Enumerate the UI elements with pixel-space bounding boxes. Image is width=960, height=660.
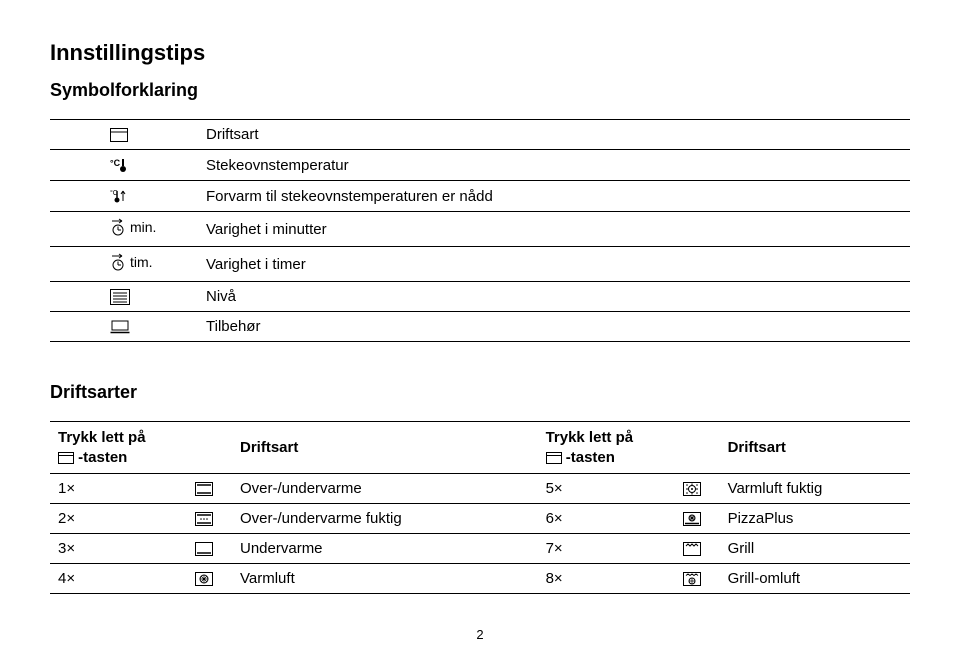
- header-press-suffix: -tasten: [78, 449, 127, 466]
- mode-label: Varmluft: [232, 564, 538, 594]
- modes-heading: Driftsarter: [50, 382, 910, 403]
- mode-box-icon: [58, 452, 74, 464]
- symbols-heading: Symbolforklaring: [50, 80, 910, 101]
- table-row: 2× Over-/undervarme fuktig 6× PizzaPlus: [50, 504, 910, 534]
- level-icon: [110, 289, 130, 305]
- press-count: 6×: [538, 504, 664, 534]
- preheat-icon: °C: [110, 187, 132, 205]
- fan-icon: [195, 572, 213, 586]
- press-count: 3×: [50, 534, 176, 564]
- header-press-suffix: -tasten: [566, 449, 615, 466]
- thermometer-icon: °C: [110, 156, 128, 174]
- pizza-icon: [683, 512, 701, 526]
- table-row: min. Varighet i minutter: [50, 212, 910, 247]
- symbol-label: Nivå: [198, 282, 910, 312]
- grill-icon: [683, 542, 701, 556]
- symbol-label: Forvarm til stekeovnstemperaturen er nåd…: [198, 181, 910, 212]
- mode-box-icon: [546, 452, 562, 464]
- mode-box-icon: [110, 128, 128, 142]
- mode-label: Undervarme: [232, 534, 538, 564]
- table-row: °C Forvarm til stekeovnstemperaturen er …: [50, 181, 910, 212]
- svg-text:°C: °C: [110, 158, 121, 168]
- mode-label: Over-/undervarme fuktig: [232, 504, 538, 534]
- header-press-line1: Trykk lett på: [546, 428, 656, 448]
- table-row: Tilbehør: [50, 312, 910, 342]
- press-count: 1×: [50, 474, 176, 504]
- table-row: Nivå: [50, 282, 910, 312]
- mode-label: Grill-omluft: [720, 564, 910, 594]
- topbottom-heat-icon: [195, 482, 213, 496]
- accessory-icon: [110, 320, 130, 334]
- modes-table: Trykk lett på -tasten Driftsart Trykk le…: [50, 421, 910, 594]
- symbol-prefix: tim.: [130, 254, 153, 270]
- clock-arrow-icon: [110, 253, 126, 271]
- table-row: °C Stekeovnstemperatur: [50, 150, 910, 181]
- press-count: 7×: [538, 534, 664, 564]
- bottom-heat-icon: [195, 542, 213, 556]
- mode-label: Over-/undervarme: [232, 474, 538, 504]
- header-press-line1: Trykk lett på: [58, 428, 168, 448]
- topbottom-humid-icon: [195, 512, 213, 526]
- clock-arrow-icon: [110, 218, 126, 236]
- header-mode: Driftsart: [720, 422, 910, 474]
- symbol-label: Varighet i minutter: [198, 212, 910, 247]
- mode-label: Varmluft fuktig: [720, 474, 910, 504]
- symbol-table: Driftsart °C Stekeovnstemperatur °C Forv…: [50, 119, 910, 342]
- press-count: 5×: [538, 474, 664, 504]
- symbol-label: Tilbehør: [198, 312, 910, 342]
- table-header-row: Trykk lett på -tasten Driftsart Trykk le…: [50, 422, 910, 474]
- fan-humid-icon: [683, 482, 701, 496]
- header-mode: Driftsart: [232, 422, 538, 474]
- table-row: 4× Varmluft 8× Grill-omluft: [50, 564, 910, 594]
- table-row: Driftsart: [50, 120, 910, 150]
- grill-fan-icon: [683, 572, 701, 586]
- press-count: 2×: [50, 504, 176, 534]
- press-count: 8×: [538, 564, 664, 594]
- table-row: 3× Undervarme 7× Grill: [50, 534, 910, 564]
- symbol-label: Varighet i timer: [198, 247, 910, 282]
- mode-label: PizzaPlus: [720, 504, 910, 534]
- press-count: 4×: [50, 564, 176, 594]
- table-row: 1× Over-/undervarme 5× Varmluft fuktig: [50, 474, 910, 504]
- symbol-prefix: min.: [130, 219, 156, 235]
- page-number: 2: [476, 627, 483, 642]
- symbol-label: Driftsart: [198, 120, 910, 150]
- table-row: tim. Varighet i timer: [50, 247, 910, 282]
- symbol-label: Stekeovnstemperatur: [198, 150, 910, 181]
- page-title: Innstillingstips: [50, 40, 910, 66]
- mode-label: Grill: [720, 534, 910, 564]
